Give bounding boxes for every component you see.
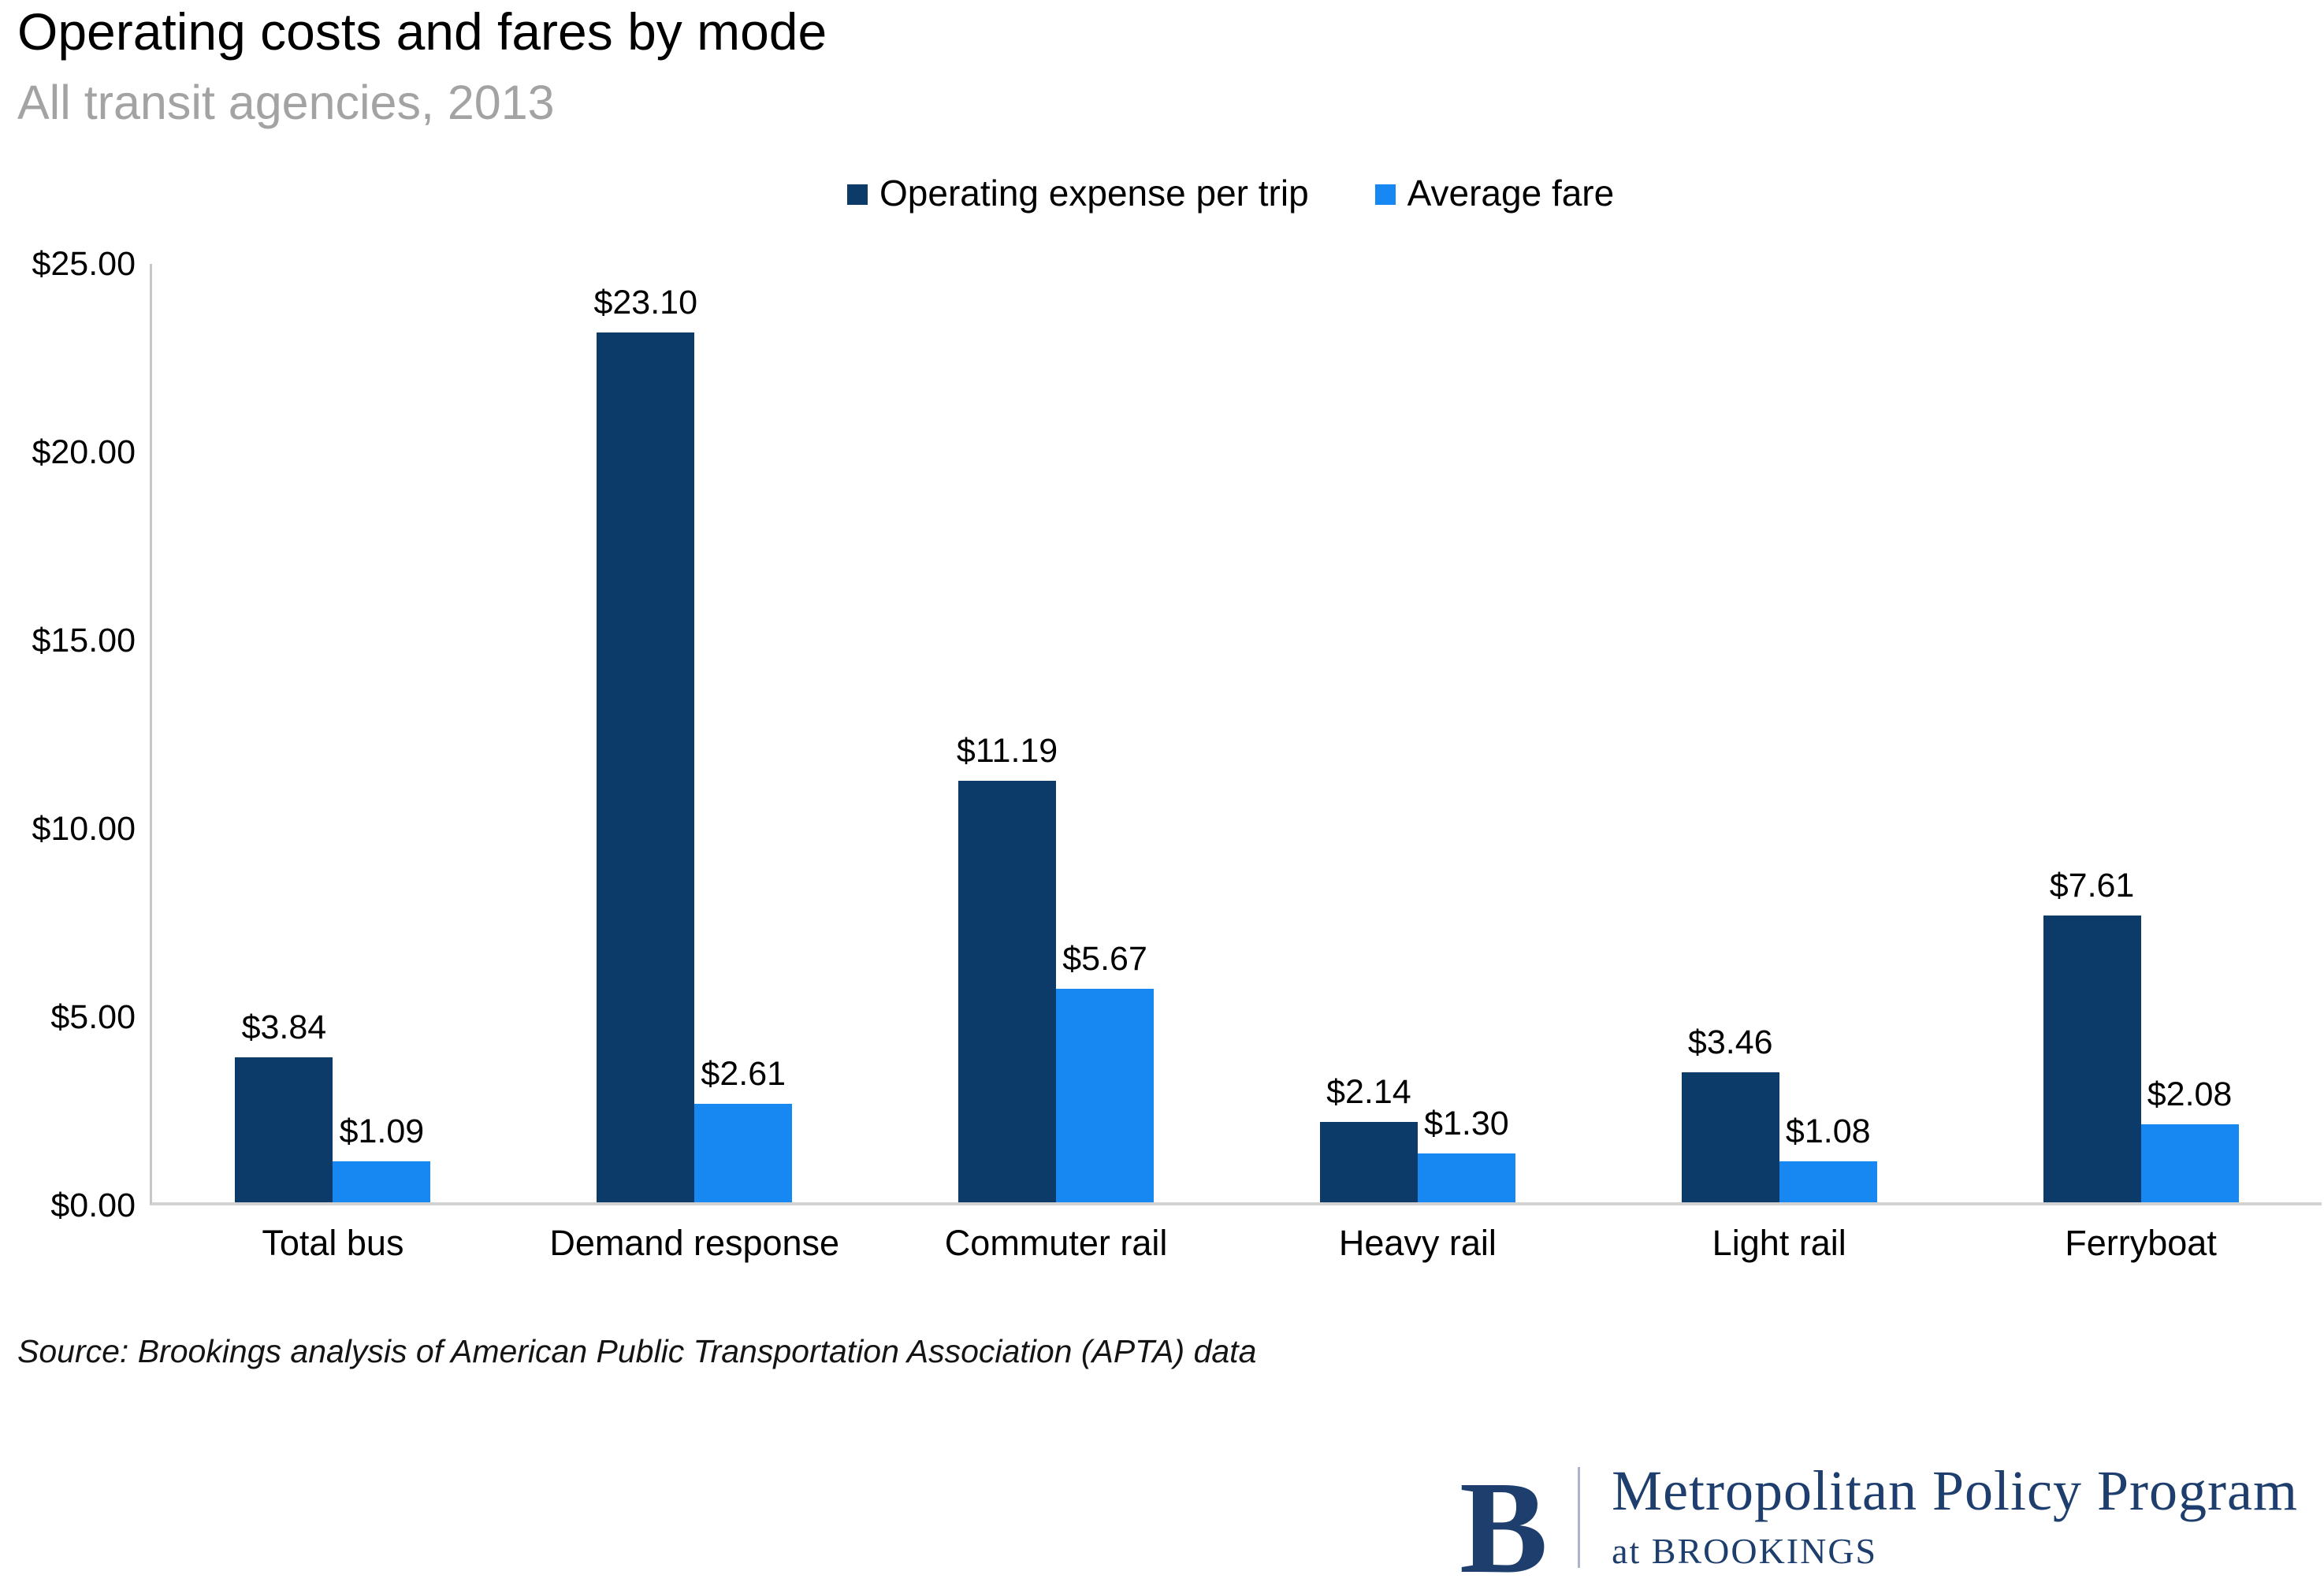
logo-text: Metropolitan Policy Program at BROOKINGS: [1612, 1462, 2298, 1580]
category-group: $3.84 $1.09 Total bus: [152, 264, 514, 1263]
bar-operating-expense: [597, 332, 695, 1202]
legend-item-average-fare: Average fare: [1374, 173, 1615, 214]
category-label: Total bus: [262, 1223, 404, 1263]
plot-area: $3.84 $1.09 Total bus $23.10 $2.61 Demand res…: [150, 264, 2322, 1264]
bar-pair: $7.61 $2.08: [2043, 869, 2239, 1202]
category-group: $23.10 $2.61 Demand response: [514, 264, 876, 1264]
logo-program-name: Metropolitan Policy Program: [1612, 1459, 2298, 1522]
category-group: $2.14 $1.30 Heavy rail: [1236, 264, 1598, 1263]
bar-slot: $23.10: [593, 286, 697, 1202]
brookings-logo-letter: B: [1459, 1454, 1549, 1586]
bar-slot: $1.08: [1779, 1115, 1877, 1202]
y-tick-label: $0.00: [50, 1187, 136, 1224]
legend-label: Operating expense per trip: [879, 173, 1309, 214]
source-note: Source: Brookings analysis of American P…: [17, 1333, 1257, 1369]
bar-operating-expense: [235, 1057, 333, 1202]
bar-slot: $11.19: [957, 734, 1058, 1202]
value-label: $1.09: [339, 1112, 425, 1150]
value-label: $2.61: [701, 1055, 786, 1093]
bar-average-fare: [1779, 1161, 1877, 1202]
bar-slot: $2.08: [2140, 1078, 2239, 1202]
value-label: $1.30: [1424, 1105, 1509, 1142]
chart-title: Operating costs and fares by mode: [17, 2, 827, 61]
y-tick-label: $25.00: [32, 245, 136, 283]
category-label: Commuter rail: [944, 1223, 1168, 1263]
chart-subtitle: All transit agencies, 2013: [17, 76, 555, 129]
y-tick-label: $10.00: [32, 810, 136, 848]
bar-operating-expense: [1681, 1072, 1779, 1202]
value-label: $2.14: [1326, 1073, 1411, 1111]
brookings-logo: B Metropolitan Policy Program at BROOKIN…: [1459, 1454, 2298, 1586]
value-label: $3.84: [241, 1008, 327, 1046]
y-axis-labels: $0.00 $5.00 $10.00 $15.00 $20.00 $25.00: [0, 247, 136, 1223]
value-label: $11.19: [956, 732, 1058, 770]
bar-pair: $3.84 $1.09: [235, 1011, 431, 1202]
bar-operating-expense: [958, 781, 1057, 1202]
bar-slot: $2.14: [1319, 1075, 1418, 1202]
value-label: $23.10: [593, 284, 697, 321]
bar-pair: $3.46 $1.08: [1681, 1026, 1877, 1202]
bar-pair: $2.14 $1.30: [1319, 1075, 1515, 1202]
value-label: $5.67: [1062, 940, 1147, 978]
value-label: $2.08: [2147, 1075, 2233, 1113]
value-label: $3.46: [1687, 1023, 1773, 1061]
value-label: $7.61: [2049, 867, 2135, 904]
bar-slot: $1.09: [333, 1115, 431, 1202]
legend-swatch-icon: [1374, 184, 1396, 205]
logo-divider: [1578, 1467, 1581, 1568]
legend-item-operating-expense: Operating expense per trip: [847, 175, 1309, 214]
bar-average-fare: [1417, 1153, 1515, 1202]
category-label: Demand response: [549, 1223, 840, 1263]
bar-average-fare: [694, 1104, 793, 1202]
chart-legend: Operating expense per trip Average fare: [847, 175, 1614, 214]
category-group: $7.61 $2.08 Ferryboat: [1960, 264, 2322, 1263]
bar-slot: $3.84: [235, 1011, 333, 1202]
category-label: Light rail: [1712, 1223, 1846, 1263]
legend-label: Average fare: [1407, 173, 1615, 214]
bar-average-fare: [1056, 989, 1155, 1202]
bar-groups: $3.84 $1.09 Total bus $23.10 $2.61 Demand res…: [152, 264, 2322, 1264]
y-tick-label: $20.00: [32, 433, 136, 471]
bar-slot: $3.46: [1681, 1026, 1779, 1202]
category-group: $3.46 $1.08 Light rail: [1598, 264, 1960, 1263]
bar-operating-expense: [1319, 1122, 1418, 1202]
bar-slot: $7.61: [2043, 869, 2141, 1202]
category-label: Ferryboat: [2065, 1223, 2217, 1263]
bar-pair: $11.19 $5.67: [957, 734, 1155, 1202]
y-tick-label: $15.00: [32, 622, 136, 659]
bar-slot: $1.30: [1417, 1107, 1515, 1202]
legend-swatch-icon: [847, 184, 868, 205]
bar-average-fare: [333, 1161, 431, 1202]
category-group: $11.19 $5.67 Commuter rail: [876, 264, 1237, 1264]
y-tick-label: $5.00: [50, 998, 136, 1036]
category-label: Heavy rail: [1338, 1223, 1497, 1263]
bar-slot: $5.67: [1056, 942, 1155, 1202]
logo-at-brookings: at BROOKINGS: [1612, 1531, 1878, 1571]
bar-operating-expense: [2043, 916, 2141, 1202]
value-label: $1.08: [1785, 1112, 1871, 1150]
bar-pair: $23.10 $2.61: [593, 286, 793, 1202]
bar-average-fare: [2140, 1124, 2239, 1202]
bar-slot: $2.61: [694, 1057, 793, 1202]
